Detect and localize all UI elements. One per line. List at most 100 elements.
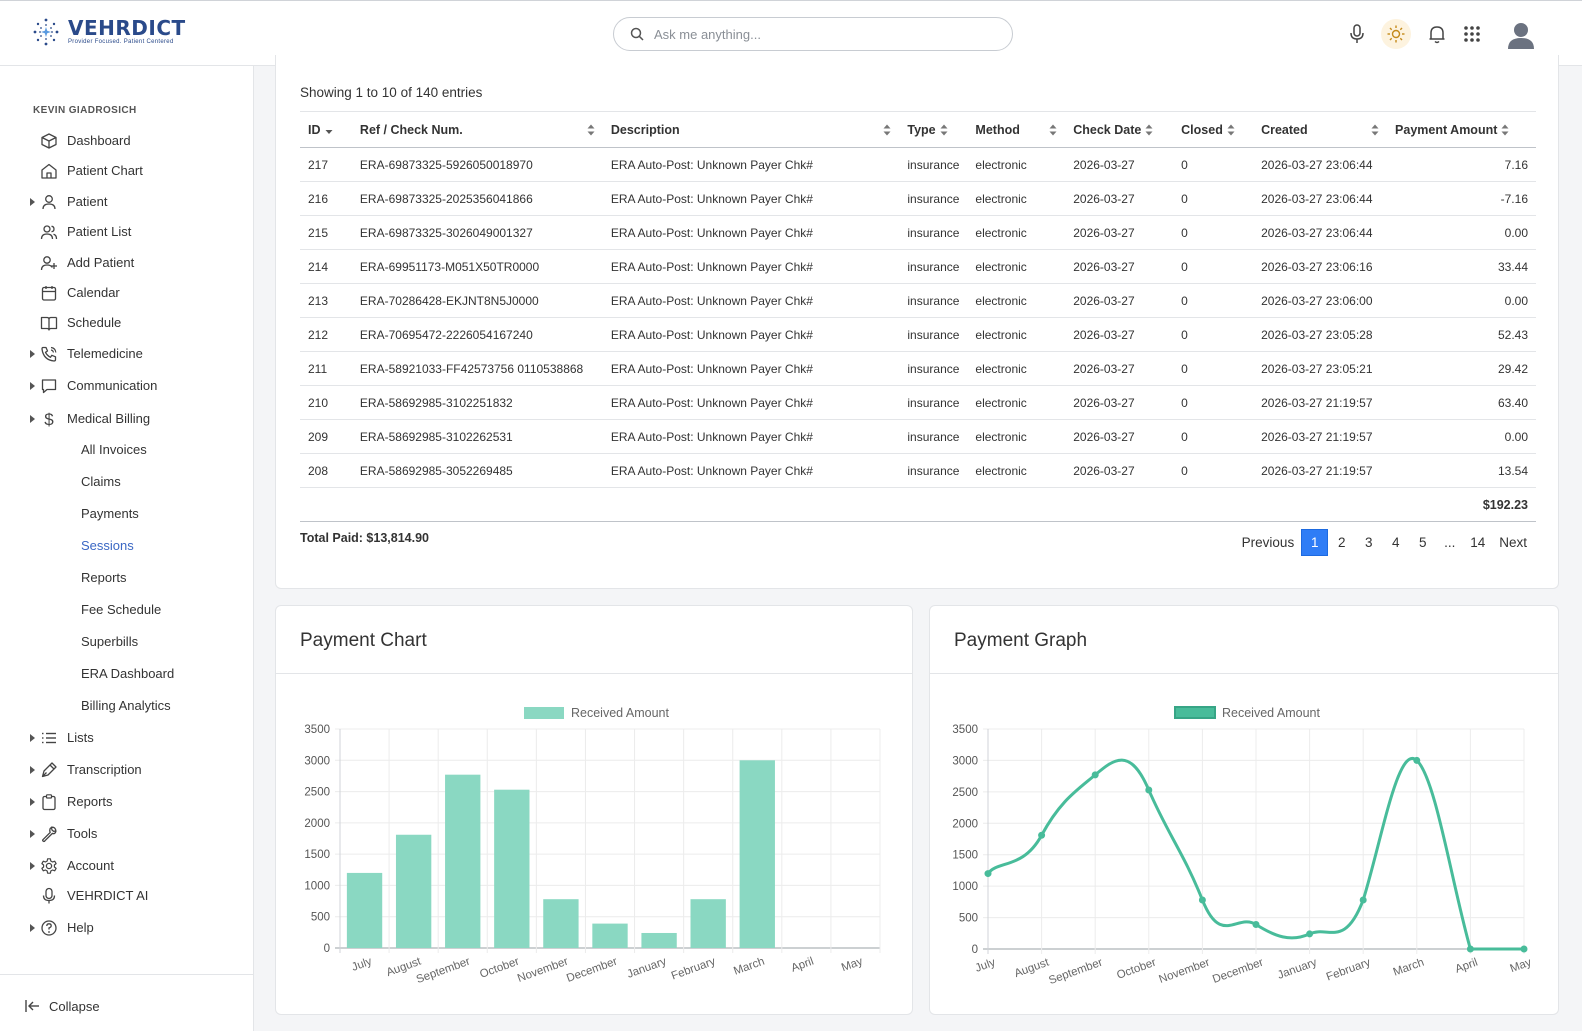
x-tick-label: February <box>1325 956 1373 983</box>
sidebar-item-help[interactable]: Help <box>0 915 254 941</box>
sidebar-item-add-patient[interactable]: Add Patient <box>0 250 254 276</box>
data-point[interactable] <box>1198 896 1206 904</box>
sort-icon[interactable] <box>1227 124 1235 136</box>
column-header-payment-amount[interactable]: Payment Amount <box>1387 111 1536 148</box>
data-point[interactable] <box>1306 930 1314 938</box>
sidebar-item-fee-schedule[interactable]: Fee Schedule <box>0 597 254 623</box>
cell-ref-check-num: ERA-70695472-2226054167240 <box>351 317 603 352</box>
sidebar-item-calendar[interactable]: Calendar <box>0 280 254 306</box>
chart-legend[interactable]: Received Amount <box>1174 706 1321 720</box>
table-row[interactable]: 210 ERA-58692985-3102251832 ERA Auto-Post:… <box>300 385 1536 420</box>
sort-icon[interactable] <box>883 124 891 136</box>
sidebar-item-communication[interactable]: Communication <box>0 373 254 399</box>
sort-icon[interactable] <box>587 124 595 136</box>
sidebar-item-telemedicine[interactable]: Telemedicine <box>0 341 254 367</box>
data-point[interactable] <box>1145 786 1153 794</box>
table-row[interactable]: 216 ERA-69873325-2025356041866 ERA Auto-Po… <box>300 181 1536 216</box>
sidebar-item-account[interactable]: Account <box>0 853 254 879</box>
chevron-right-icon <box>30 198 35 206</box>
cell-payment-amount: 0.00 <box>1387 215 1536 250</box>
sidebar-item-lists[interactable]: Lists <box>0 725 254 751</box>
data-point[interactable] <box>1038 831 1046 839</box>
sidebar-item-all-invoices[interactable]: All Invoices <box>0 437 254 463</box>
table-row[interactable]: 208 ERA-58692985-3052269485 ERA Auto-Post:… <box>300 453 1536 488</box>
sidebar-item-schedule[interactable]: Schedule <box>0 310 254 336</box>
sort-icon[interactable] <box>940 124 948 136</box>
pagination-page-2[interactable]: 2 <box>1337 535 1346 550</box>
pagination-next[interactable]: Next <box>1499 535 1527 550</box>
column-header-closed[interactable]: Closed <box>1173 111 1254 148</box>
data-point[interactable] <box>1466 945 1474 953</box>
notifications-button[interactable] <box>1422 19 1452 49</box>
sort-icon[interactable] <box>1501 124 1509 136</box>
bar[interactable] <box>739 760 775 948</box>
bar[interactable] <box>395 834 432 948</box>
pagination-page-3[interactable]: 3 <box>1364 535 1373 550</box>
data-point[interactable] <box>1520 945 1528 953</box>
sort-desc-icon[interactable] <box>325 124 333 136</box>
column-header-description[interactable]: Description <box>602 111 900 148</box>
bar[interactable] <box>592 923 628 948</box>
bar[interactable] <box>346 872 383 948</box>
sidebar-item-sessions[interactable]: Sessions <box>0 533 254 559</box>
sidebar-item-vehrdict-ai[interactable]: VEHRDICT AI <box>0 883 254 909</box>
microphone-button[interactable] <box>1342 19 1372 49</box>
pagination-page-14[interactable]: 14 <box>1470 535 1486 550</box>
logo[interactable]: VEHRDICT Provider Focused. Patient Cente… <box>32 17 186 47</box>
column-header-created[interactable]: Created <box>1253 111 1388 148</box>
bar[interactable] <box>543 899 579 948</box>
apps-button[interactable] <box>1457 19 1487 49</box>
phone-icon <box>41 346 57 362</box>
sidebar-item-tools[interactable]: Tools <box>0 821 254 847</box>
column-header-type[interactable]: Type <box>899 111 968 148</box>
sidebar-item-transcription[interactable]: Transcription <box>0 757 254 783</box>
data-point[interactable] <box>1359 896 1367 904</box>
bar[interactable] <box>445 774 481 948</box>
pagination-page-4[interactable]: 4 <box>1391 535 1400 550</box>
sidebar-item-medical-billing[interactable]: $ Medical Billing <box>0 406 254 432</box>
data-point[interactable] <box>1252 920 1260 928</box>
sidebar-item-claims[interactable]: Claims <box>0 469 254 495</box>
search-bar[interactable] <box>613 17 1013 51</box>
column-header-check-date[interactable]: Check Date <box>1065 111 1174 148</box>
table-row[interactable]: 214 ERA-69951173-M051X50TR0000 ERA Auto-Po… <box>300 249 1536 284</box>
pagination-previous[interactable]: Previous <box>1241 535 1295 550</box>
sort-icon[interactable] <box>1145 124 1153 136</box>
column-header-method[interactable]: Method <box>967 111 1066 148</box>
sidebar-item-era-dashboard[interactable]: ERA Dashboard <box>0 661 254 687</box>
theme-toggle-button[interactable] <box>1381 19 1411 49</box>
bar[interactable] <box>641 932 677 948</box>
pagination-page-5[interactable]: 5 <box>1418 535 1427 550</box>
pagination-page-1[interactable]: 1 <box>1301 529 1329 556</box>
collapse-button[interactable]: Collapse <box>0 974 254 1031</box>
table-row[interactable]: 211 ERA-58921033-FF42573756 0110538868 ERA… <box>300 351 1536 386</box>
sidebar-item-patient-list[interactable]: Patient List <box>0 219 254 245</box>
sidebar-item-dashboard[interactable]: Dashboard <box>0 128 254 154</box>
search-input[interactable] <box>654 26 984 42</box>
pagination-ellipsis[interactable]: ... <box>1444 535 1456 550</box>
sort-icon[interactable] <box>1371 124 1379 136</box>
sidebar-item-payments[interactable]: Payments <box>0 501 254 527</box>
sidebar-item-superbills[interactable]: Superbills <box>0 629 254 655</box>
table-row[interactable]: 209 ERA-58692985-3102262531 ERA Auto-Post:… <box>300 419 1536 454</box>
sidebar-item-reports[interactable]: Reports <box>0 565 254 591</box>
avatar[interactable] <box>1505 19 1537 51</box>
sidebar-item-billing-analytics[interactable]: Billing Analytics <box>0 693 254 719</box>
table-row[interactable]: 213 ERA-70286428-EKJNT8N5J0000 ERA Auto-Po… <box>300 283 1536 318</box>
data-point[interactable] <box>1091 771 1099 779</box>
data-point[interactable] <box>1413 756 1421 764</box>
bar[interactable] <box>690 899 726 948</box>
chart-legend[interactable]: Received Amount <box>524 706 670 720</box>
sort-icon[interactable] <box>1049 124 1057 136</box>
bar[interactable] <box>494 789 530 948</box>
table-row[interactable]: 215 ERA-69873325-3026049001327 ERA Auto-Po… <box>300 215 1536 250</box>
sidebar-item-patient[interactable]: Patient <box>0 189 254 215</box>
data-point[interactable] <box>984 870 992 878</box>
table-row[interactable]: 212 ERA-70695472-2226054167240 ERA Auto-Po… <box>300 317 1536 352</box>
sidebar-item-reports[interactable]: Reports <box>0 789 254 815</box>
sidebar-item-patient-chart[interactable]: Patient Chart <box>0 158 254 184</box>
table-row[interactable]: 217 ERA-69873325-5926050018970 ERA Auto-Po… <box>300 147 1536 182</box>
column-header-ref-check-num[interactable]: Ref / Check Num. <box>351 111 603 148</box>
column-header-id[interactable]: ID <box>300 111 352 148</box>
